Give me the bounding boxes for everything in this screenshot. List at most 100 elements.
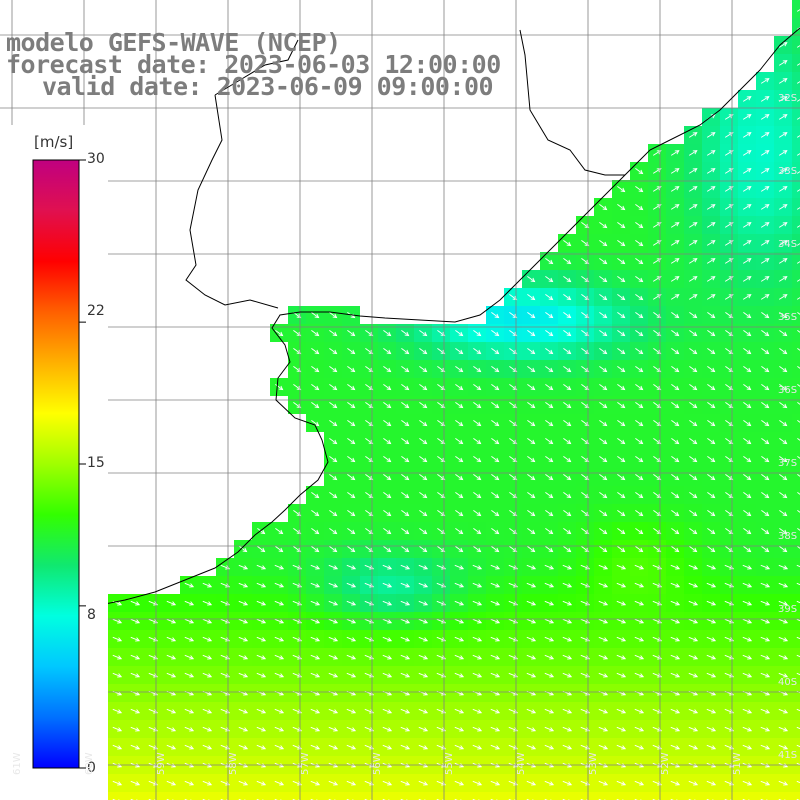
wind-arrow xyxy=(797,474,800,477)
wind-arrow xyxy=(581,258,590,265)
wind-arrow xyxy=(527,528,536,535)
wind-arrow xyxy=(778,582,789,588)
wind-arrow xyxy=(238,780,249,786)
wind-arrow xyxy=(346,780,357,786)
wind-arrow xyxy=(365,348,374,355)
wind-arrow xyxy=(275,528,284,535)
wind-arrow xyxy=(562,744,573,750)
wind-arrow xyxy=(562,654,573,660)
wind-arrow xyxy=(688,600,699,606)
wind-speed-cell xyxy=(342,792,360,800)
wind-arrow xyxy=(545,258,554,265)
wind-arrow xyxy=(617,186,626,193)
wind-arrow xyxy=(509,438,518,445)
wind-speed-cell xyxy=(792,54,800,72)
wind-arrow xyxy=(599,258,608,265)
wind-arrow xyxy=(527,384,536,391)
wind-arrow xyxy=(779,366,788,373)
wind-arrow xyxy=(599,420,608,427)
wind-arrow xyxy=(796,744,800,748)
wind-arrow xyxy=(707,348,716,355)
wind-arrow xyxy=(634,726,645,732)
wind-arrow xyxy=(688,636,699,642)
wind-arrow xyxy=(635,294,644,301)
wind-arrow xyxy=(509,492,518,499)
colorbar-tick-label: 30 xyxy=(86,151,106,167)
wind-arrow xyxy=(545,276,554,283)
wind-speed-cell xyxy=(792,738,800,756)
wind-arrow xyxy=(310,636,321,642)
wind-speed-cell xyxy=(504,792,522,800)
wind-speed-cell xyxy=(684,792,702,800)
wind-arrow xyxy=(779,312,788,319)
wind-speed-cell xyxy=(180,792,198,800)
wind-arrow xyxy=(779,510,788,517)
wind-arrow xyxy=(581,438,590,445)
wind-arrow xyxy=(760,78,770,84)
wind-arrow xyxy=(526,600,537,606)
wind-arrow xyxy=(581,456,590,463)
wind-arrow xyxy=(419,474,428,481)
wind-arrow xyxy=(670,672,681,678)
wind-arrow xyxy=(670,204,680,210)
wind-arrow xyxy=(779,384,788,391)
wind-speed-cell xyxy=(792,612,800,630)
wind-arrow xyxy=(490,780,501,786)
wind-arrow xyxy=(724,150,734,156)
wind-arrow xyxy=(760,564,771,570)
wind-arrow xyxy=(311,366,320,373)
wind-arrow xyxy=(617,492,626,499)
wind-arrow xyxy=(670,744,681,750)
wind-arrow xyxy=(184,672,195,678)
lon-label: 57W xyxy=(300,752,311,775)
wind-arrow xyxy=(670,186,680,192)
wind-arrow xyxy=(202,654,213,660)
wind-arrow xyxy=(670,240,680,246)
wind-arrow xyxy=(616,618,627,624)
wind-arrow xyxy=(761,348,770,355)
wind-arrow xyxy=(599,384,608,391)
wind-arrow xyxy=(688,168,698,174)
wind-arrow xyxy=(545,474,554,481)
wind-arrow xyxy=(365,366,374,373)
wind-arrow xyxy=(293,366,302,373)
wind-arrow xyxy=(238,654,249,660)
lat-label: 37S xyxy=(778,458,798,469)
wind-arrow xyxy=(473,348,482,355)
wind-arrow xyxy=(653,510,662,517)
wind-speed-cell xyxy=(792,72,800,90)
wind-arrow xyxy=(779,438,788,445)
wind-arrow xyxy=(454,618,465,624)
wind-arrow xyxy=(365,492,374,499)
wind-arrow xyxy=(797,456,800,459)
wind-arrow xyxy=(760,582,771,588)
wind-arrow xyxy=(527,276,536,283)
lat-label: 41S xyxy=(778,750,798,761)
wind-arrow xyxy=(346,708,357,714)
wind-arrow xyxy=(329,420,338,427)
wind-arrow xyxy=(670,258,680,264)
wind-arrow xyxy=(742,744,753,750)
wind-arrow xyxy=(274,618,285,624)
wind-arrow xyxy=(130,708,141,714)
wind-speed-cell xyxy=(792,486,800,504)
wind-arrow xyxy=(545,366,554,373)
wind-arrow xyxy=(562,780,573,786)
wind-arrow xyxy=(616,780,627,786)
wind-arrow xyxy=(509,330,518,337)
wind-arrow xyxy=(635,438,644,445)
colorbar-ramp xyxy=(32,159,80,769)
wind-arrow xyxy=(581,420,590,427)
wind-speed-cell xyxy=(792,90,800,108)
wind-arrow xyxy=(419,528,428,535)
wind-arrow xyxy=(311,330,320,337)
wind-speed-cell xyxy=(792,558,800,576)
wind-arrow xyxy=(761,312,770,319)
wind-arrow xyxy=(760,96,770,102)
wind-arrow xyxy=(689,528,698,535)
wind-arrow xyxy=(778,168,788,174)
wind-arrow xyxy=(796,81,800,84)
wind-arrow xyxy=(742,672,753,678)
wind-arrow xyxy=(688,204,698,210)
wind-arrow xyxy=(401,402,410,409)
